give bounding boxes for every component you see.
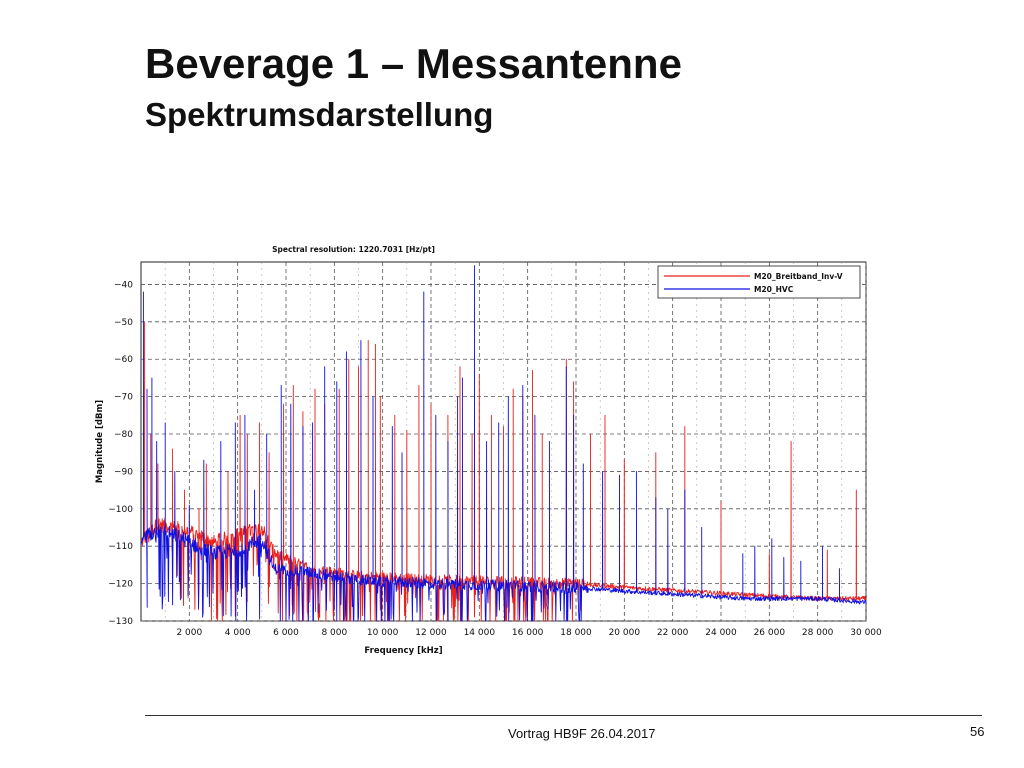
x-tick-label: 18 000 xyxy=(560,628,592,638)
footer-divider xyxy=(145,715,982,716)
x-tick-label: 12 000 xyxy=(415,628,447,638)
x-tick-label: 30 000 xyxy=(850,628,882,638)
x-tick-label: 8 000 xyxy=(321,628,347,638)
x-tick-label: 24 000 xyxy=(705,628,737,638)
y-tick-label: −130 xyxy=(108,617,133,627)
x-tick-label: 6 000 xyxy=(273,628,299,638)
y-tick-label: −110 xyxy=(108,542,133,552)
y-tick-label: −80 xyxy=(114,430,133,440)
series-line-breitband xyxy=(140,321,867,622)
chart-title: Spectral resolution: 1220.7031 [Hz/pt] xyxy=(272,245,435,254)
slide-title: Beverage 1 – Messantenne xyxy=(145,40,682,87)
slide-subtitle: Spektrumsdarstellung xyxy=(145,96,494,133)
x-tick-label: 16 000 xyxy=(512,628,544,638)
y-tick-label: −100 xyxy=(108,505,133,515)
y-tick-label: −70 xyxy=(114,393,133,403)
x-tick-label: 20 000 xyxy=(609,628,641,638)
footer-text: Vortrag HB9F 26.04.2017 xyxy=(508,726,656,741)
y-axis-label: Magnitude [dBm] xyxy=(95,400,105,483)
y-tick-label: −50 xyxy=(114,318,133,328)
legend-label: M20_HVC xyxy=(754,285,794,294)
x-tick-label: 22 000 xyxy=(657,628,689,638)
y-tick-label: −40 xyxy=(114,280,133,290)
legend-label: M20_Breitband_Inv-V xyxy=(754,272,843,281)
x-tick-label: 14 000 xyxy=(464,628,496,638)
spectrum-chart: −40 −50 −60 −70 −80 −90 −100 −110 −120 −130 2 000 4… xyxy=(95,245,882,656)
x-tick-label: 2 000 xyxy=(176,628,202,638)
y-tick-label: −60 xyxy=(114,355,133,365)
y-tick-label: −120 xyxy=(108,580,133,590)
x-tick-label: 28 000 xyxy=(802,628,834,638)
x-tick-label: 4 000 xyxy=(225,628,251,638)
x-tick-label: 26 000 xyxy=(754,628,786,638)
x-axis-label: Frequency [kHz] xyxy=(364,646,442,656)
series-line-hvc xyxy=(140,265,867,622)
page-number: 56 xyxy=(970,724,985,739)
y-tick-label: −90 xyxy=(114,467,133,477)
x-tick-label: 10 000 xyxy=(367,628,399,638)
legend-box xyxy=(657,265,861,299)
